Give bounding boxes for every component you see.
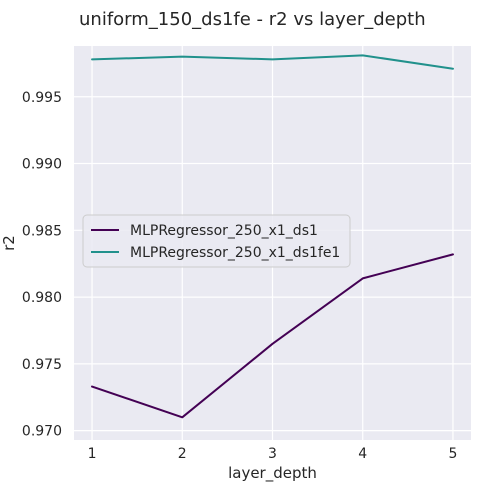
y-axis-label: r2	[0, 235, 18, 251]
y-tick-label: 0.975	[22, 357, 62, 373]
x-tick-labels: 1 2 3 4 5	[88, 446, 458, 462]
y-tick-label: 0.995	[22, 90, 62, 106]
y-tick-label: 0.970	[22, 424, 62, 440]
legend-label-ds1: MLPRegressor_250_x1_ds1	[130, 223, 318, 239]
y-tick-label: 0.980	[22, 290, 62, 306]
legend-box	[82, 214, 351, 268]
x-tick-label: 2	[178, 446, 187, 462]
x-tick-label: 5	[448, 446, 457, 462]
x-tick-label: 3	[268, 446, 277, 462]
series-lines	[91, 54, 454, 419]
y-tick-label: 0.985	[22, 223, 62, 239]
series-line-ds1fe1	[91, 54, 454, 70]
legend: MLPRegressor_250_x1_ds1 MLPRegressor_250…	[82, 214, 351, 268]
chart-title: uniform_150_ds1fe - r2 vs layer_depth	[79, 9, 426, 30]
x-tick-label: 4	[358, 446, 367, 462]
y-tick-label: 0.990	[22, 157, 62, 173]
legend-label-ds1fe1: MLPRegressor_250_x1_ds1fe1	[130, 245, 340, 261]
x-axis-label: layer_depth	[228, 464, 317, 483]
y-tick-labels: 0.970 0.975 0.980 0.985 0.990 0.995	[22, 90, 62, 440]
x-tick-label: 1	[88, 446, 97, 462]
series-line-ds1	[91, 253, 454, 419]
